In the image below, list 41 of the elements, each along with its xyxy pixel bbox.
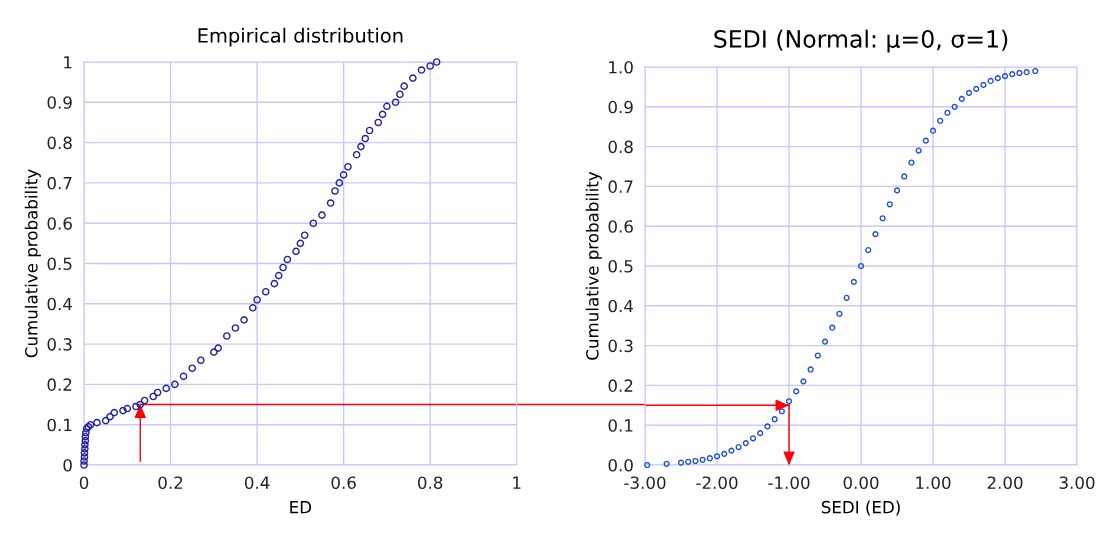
y-tick-label: 0.7 bbox=[608, 180, 633, 193]
y-tick-label: 0.4 bbox=[47, 297, 72, 311]
x-tick-label: 1 bbox=[513, 476, 521, 489]
x-axis-title: ED bbox=[290, 501, 312, 514]
y-tick-label: 0.8 bbox=[608, 140, 633, 154]
y-tick-label: 0.6 bbox=[608, 220, 633, 233]
x-axis-title: SEDI (ED) bbox=[821, 500, 900, 516]
y-axis-title: Cumulative probability bbox=[24, 169, 41, 358]
x-tick-label: 2.00 bbox=[987, 476, 1023, 489]
x-tick-label: -1.00 bbox=[768, 476, 810, 489]
y-tick-label: 0.0 bbox=[608, 458, 633, 472]
y-tick-label: 1 bbox=[64, 56, 72, 69]
x-tick-label: 1.00 bbox=[916, 476, 951, 489]
y-tick-label: 0.1 bbox=[608, 419, 633, 432]
chart-title: Empirical distribution bbox=[198, 27, 403, 47]
y-tick-label: 0.3 bbox=[47, 338, 72, 351]
y-tick-label: 0.6 bbox=[47, 217, 72, 230]
y-tick-label: 0.2 bbox=[47, 378, 72, 391]
y-tick-label: 0.7 bbox=[47, 176, 72, 190]
x-tick-label: 0.2 bbox=[158, 476, 183, 489]
x-tick-label: -3.00 bbox=[624, 476, 666, 489]
x-tick-label: 0.6 bbox=[331, 476, 356, 489]
y-tick-label: 0.9 bbox=[608, 100, 633, 114]
y-tick-label: 0 bbox=[63, 458, 72, 472]
x-tick-label: 0 bbox=[79, 476, 89, 489]
y-tick-label: 0.4 bbox=[608, 299, 633, 313]
x-tick-label: 0.00 bbox=[843, 476, 879, 489]
y-tick-label: 0.1 bbox=[47, 418, 72, 432]
y-tick-label: 0.5 bbox=[608, 259, 633, 273]
chart-title: SEDI (Normal: μ=0, σ=1) bbox=[714, 29, 1008, 53]
y-tick-label: 0.8 bbox=[47, 136, 72, 150]
x-tick-label: 3.00 bbox=[1059, 476, 1095, 489]
y-tick-label: 0.3 bbox=[608, 339, 633, 353]
y-tick-label: 0.2 bbox=[608, 379, 633, 392]
x-tick-label: 0.4 bbox=[244, 476, 270, 489]
x-tick-label: 0.8 bbox=[418, 476, 443, 489]
y-tick-label: 1.0 bbox=[609, 60, 633, 74]
y-tick-label: 0.5 bbox=[47, 257, 72, 271]
y-axis-title: Cumulative probability bbox=[585, 171, 602, 360]
x-tick-label: -2.00 bbox=[696, 476, 738, 489]
y-tick-label: 0.9 bbox=[47, 96, 72, 109]
